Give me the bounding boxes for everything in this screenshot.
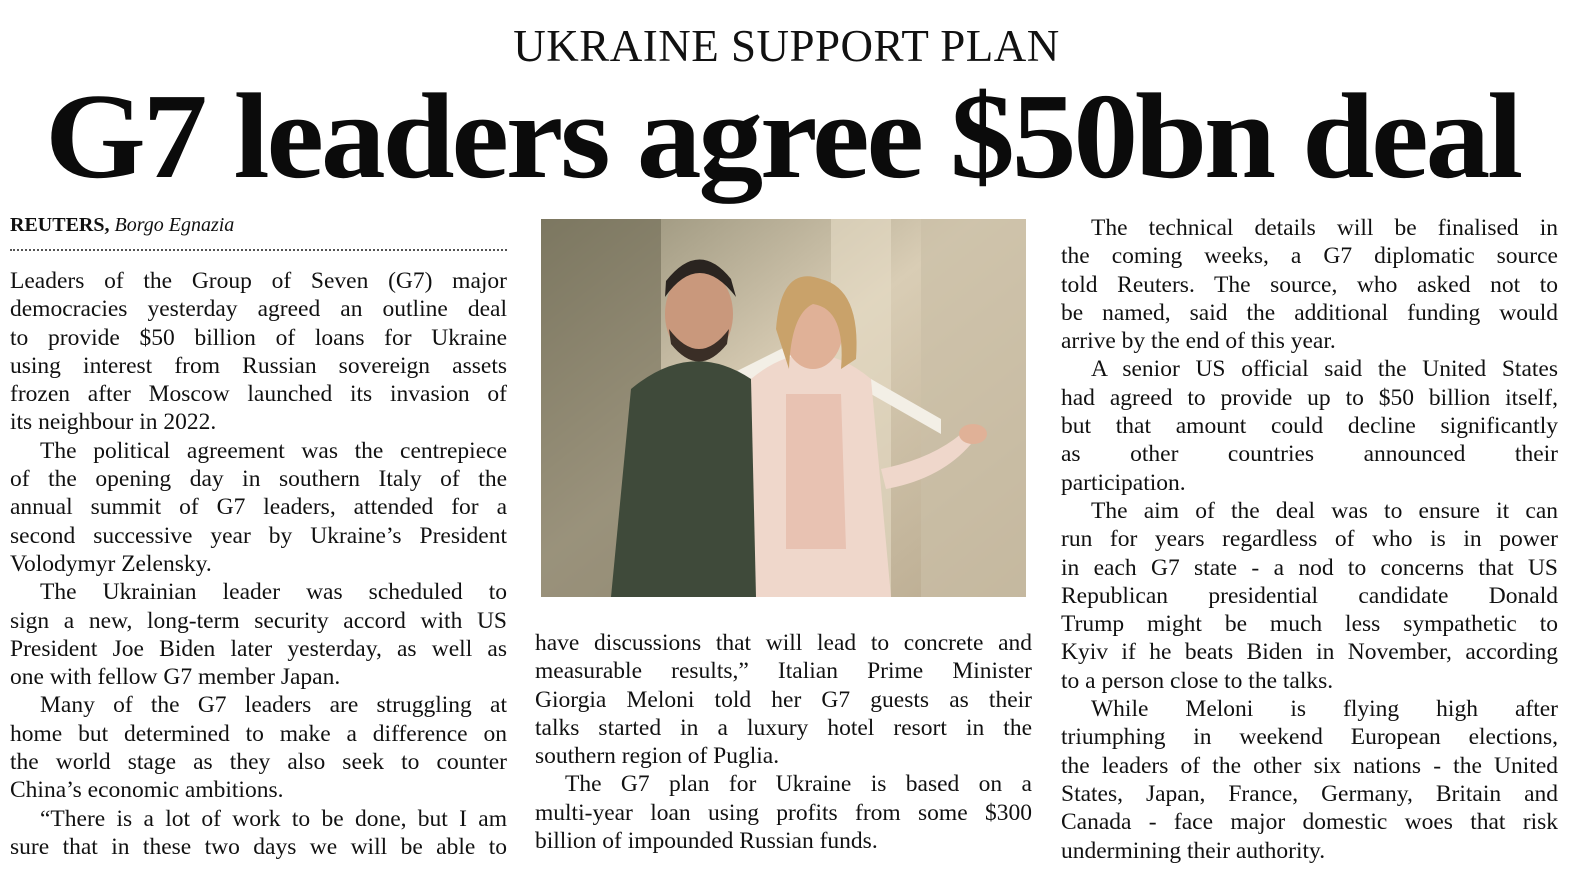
article-paragraph: A senior US official said the United Sta…	[1061, 355, 1558, 496]
text-line: the coming weeks, a G7 diplomatic source	[1061, 243, 1558, 270]
article-paragraph: The technical details will be finalised …	[1061, 214, 1558, 355]
text-line: China’s economic ambitions.	[10, 777, 284, 804]
article-paragraph: The G7 plan for Ukraine is based on a mul…	[535, 770, 1032, 855]
text-line: southern region of Puglia.	[535, 743, 780, 770]
byline: REUTERS, Borgo Egnazia	[10, 212, 234, 238]
text-line: annual summit of G7 leaders, attended fo…	[10, 494, 507, 521]
column-2: have discussions that will lead to concr…	[535, 629, 1032, 855]
text-line: second successive year by Ukraine’s Pres…	[10, 522, 507, 549]
text-line: The political agreement was the centrepi…	[40, 437, 507, 464]
text-line: sure that in these two days we will be a…	[10, 833, 507, 860]
article-paragraph: Many of the G7 leaders are struggling at…	[10, 691, 507, 804]
text-line: Trump might be much less sympathetic to	[1061, 611, 1558, 638]
byline-location: Borgo Egnazia	[114, 214, 235, 236]
text-line: Many of the G7 leaders are struggling at	[40, 692, 507, 719]
text-line: States, Japan, France, Germany, Britain …	[1061, 780, 1558, 807]
news-photo	[541, 219, 1026, 597]
text-line: one with fellow G7 member Japan.	[10, 664, 341, 691]
text-line: of the opening day in southern Italy of …	[10, 466, 507, 493]
text-line: home but determined to make a difference…	[10, 720, 507, 747]
article-paragraph: The aim of the deal was to ensure it can…	[1061, 497, 1558, 695]
column-1: Leaders of the Group of Seven (G7) major…	[10, 267, 507, 861]
text-line: President Joe Biden later yesterday, as …	[10, 635, 507, 662]
text-line: measurable results,” Italian Prime Minis…	[535, 658, 1032, 685]
text-line: Volodymyr Zelensky.	[10, 550, 212, 577]
article-paragraph: The Ukrainian leader was scheduled to sig…	[10, 578, 507, 691]
text-line: the leaders of the other six nations - t…	[1061, 752, 1558, 779]
text-line: “There is a lot of work to be done, but …	[40, 805, 507, 832]
text-line: participation.	[1061, 469, 1186, 496]
text-line: using interest from Russian sovereign as…	[10, 352, 507, 379]
text-line: had agreed to provide up to $50 billion …	[1061, 384, 1558, 411]
byline-divider	[10, 249, 507, 251]
text-line: the world stage as they also seek to cou…	[10, 749, 507, 776]
headline: G7 leaders agree $50bn deal	[45, 69, 1523, 204]
text-line: Giorgia Meloni told her G7 guests as the…	[535, 686, 1032, 713]
article-paragraph: “There is a lot of work to be done, but …	[10, 805, 507, 862]
text-line: While Meloni is flying high after	[1091, 696, 1558, 723]
text-line: undermining their authority.	[1061, 837, 1326, 864]
text-line: Kyiv if he beats Biden in November, acco…	[1061, 639, 1558, 666]
text-line: Republican presidential candidate Donald	[1061, 582, 1558, 609]
article-paragraph: While Meloni is flying high after triumph…	[1061, 695, 1558, 865]
article-paragraph: The political agreement was the centrepi…	[10, 437, 507, 578]
text-line: billion of impounded Russian funds.	[535, 828, 878, 855]
text-line: A senior US official said the United Sta…	[1091, 356, 1558, 383]
headline-container: G7 leaders agree $50bn deal	[45, 69, 1523, 204]
text-line: The G7 plan for Ukraine is based on a	[565, 771, 1032, 798]
article-paragraph: Leaders of the Group of Seven (G7) major…	[10, 267, 507, 437]
text-line: its neighbour in 2022.	[10, 409, 217, 436]
text-line: have discussions that will lead to concr…	[535, 630, 1032, 656]
text-line: Canada - face major domestic woes that r…	[1061, 809, 1558, 836]
text-line: arrive by the end of this year.	[1061, 328, 1336, 355]
text-line: democracies yesterday agreed an outline …	[10, 296, 507, 323]
text-line: as other countries announced their	[1061, 441, 1558, 468]
text-line: The Ukrainian leader was scheduled to	[40, 579, 507, 606]
text-line: run for years regardless of who is in po…	[1061, 526, 1558, 553]
kicker: UKRAINE SUPPORT PLAN	[513, 21, 1060, 71]
byline-agency: REUTERS,	[10, 214, 110, 236]
text-line: told Reuters. The source, who asked not …	[1061, 271, 1558, 298]
article-paragraph: have discussions that will lead to concr…	[535, 629, 1032, 770]
text-line: but that amount could decline significan…	[1061, 413, 1558, 440]
text-line: to a person close to the talks.	[1061, 667, 1334, 694]
text-line: talks started in a luxury hotel resort i…	[535, 714, 1032, 741]
text-line: to provide $50 billion of loans for Ukra…	[10, 324, 507, 351]
column-3: The technical details will be finalised …	[1061, 214, 1558, 865]
photo-zelensky-meloni-icon	[541, 219, 1026, 597]
text-line: multi-year loan using profits from some …	[535, 799, 1032, 826]
text-line: sign a new, long-term security accord wi…	[10, 607, 507, 634]
text-line: Leaders of the Group of Seven (G7) major	[10, 268, 507, 294]
text-line: frozen after Moscow launched its invasio…	[10, 381, 507, 408]
text-line: be named, said the additional funding wo…	[1061, 299, 1558, 326]
text-line: The aim of the deal was to ensure it can	[1091, 497, 1558, 524]
text-line: triumphing in weekend European elections…	[1061, 724, 1558, 751]
text-line: The technical details will be finalised …	[1091, 215, 1558, 241]
text-line: in each G7 state - a nod to concerns tha…	[1061, 554, 1558, 581]
